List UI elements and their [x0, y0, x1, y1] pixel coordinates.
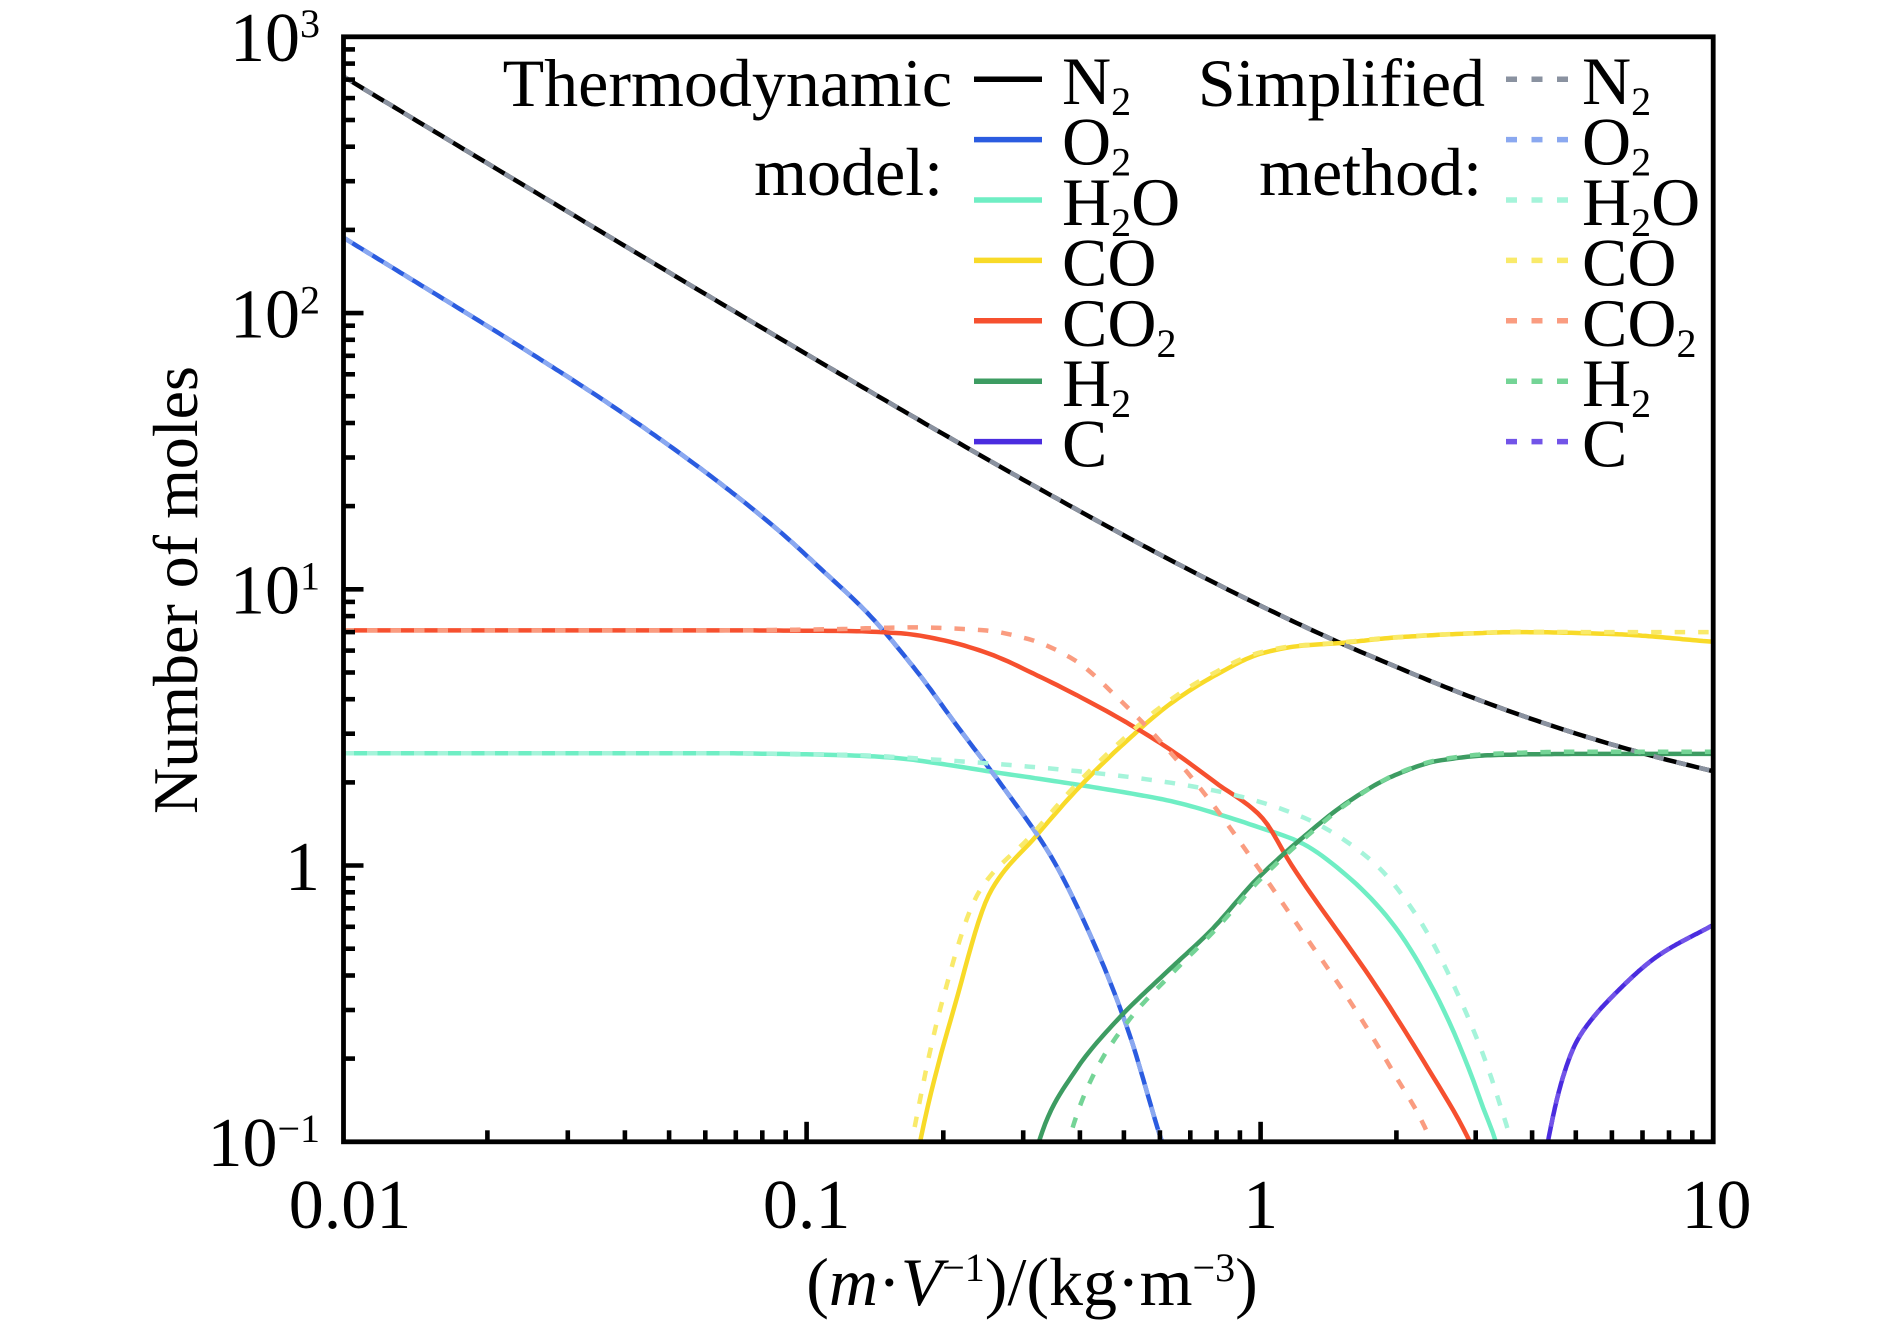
svg-text:Number of moles: Number of moles [140, 366, 211, 814]
svg-text:(m·V−1)/(kg·m−3): (m·V−1)/(kg·m−3) [806, 1244, 1257, 1320]
svg-text:Simplified: Simplified [1198, 45, 1485, 121]
svg-text:N2: N2 [1062, 43, 1131, 124]
svg-text:CO: CO [1582, 224, 1676, 300]
svg-text:10: 10 [1682, 1167, 1752, 1244]
svg-text:0.1: 0.1 [763, 1167, 851, 1244]
svg-text:Thermodynamic: Thermodynamic [503, 45, 952, 121]
svg-text:CO: CO [1062, 224, 1156, 300]
svg-text:H2: H2 [1582, 345, 1651, 426]
svg-text:O2: O2 [1062, 104, 1131, 185]
svg-text:CO2: CO2 [1062, 285, 1176, 366]
svg-text:C: C [1582, 406, 1627, 482]
svg-text:H2O: H2O [1582, 164, 1700, 245]
svg-text:method:: method: [1259, 134, 1482, 210]
svg-text:C: C [1062, 406, 1107, 482]
svg-text:1: 1 [1243, 1167, 1278, 1244]
svg-text:0.01: 0.01 [289, 1167, 412, 1244]
svg-text:H2O: H2O [1062, 164, 1180, 245]
svg-text:CO2: CO2 [1582, 285, 1696, 366]
svg-text:O2: O2 [1582, 104, 1651, 185]
svg-text:1: 1 [285, 829, 320, 906]
svg-text:H2: H2 [1062, 345, 1131, 426]
svg-text:N2: N2 [1582, 43, 1651, 124]
svg-text:model:: model: [754, 134, 943, 210]
